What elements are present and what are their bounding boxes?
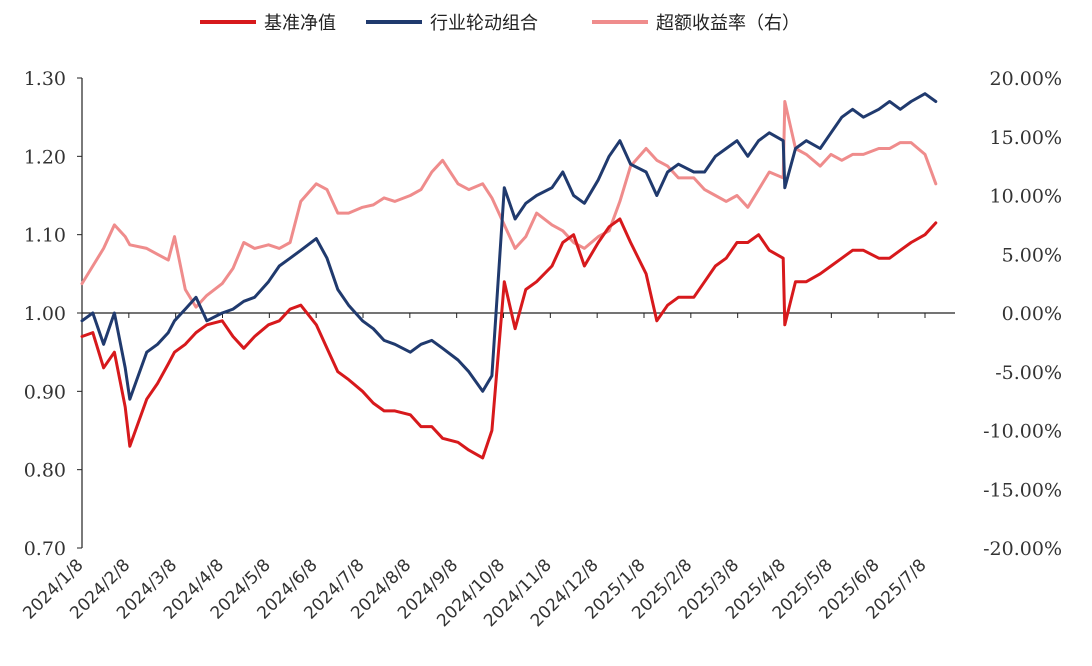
left-tick-label: 1.20 (24, 146, 66, 168)
right-tick-label: 10.00% (990, 186, 1062, 208)
legend-label: 基准净值 (264, 13, 336, 34)
right-tick-label: 0.00% (1002, 303, 1062, 325)
legend-entry: 基准净值 (200, 13, 336, 34)
legend: 基准净值 行业轮动组合 超额收益率（右） (200, 13, 800, 34)
left-y-axis: 0.70 0.80 0.90 1.00 1.10 1.20 1.30 (24, 68, 83, 560)
legend-entry: 行业轮动组合 (366, 13, 538, 34)
legend-label: 行业轮动组合 (430, 13, 538, 34)
right-y-axis: -20.00% -15.00% -10.00% -5.00% 0.00% 5.00% 10.… (983, 68, 1062, 560)
left-tick-label: 0.80 (24, 460, 66, 482)
series-line (80, 92, 938, 401)
legend-label: 超额收益率（右） (656, 13, 800, 34)
x-axis: 2024/1/82024/2/82024/3/82024/4/82024/5/8… (19, 312, 955, 631)
left-tick-label: 0.90 (24, 381, 66, 403)
plot-area (80, 92, 938, 460)
right-tick-label: 15.00% (990, 127, 1062, 149)
series-line (80, 100, 938, 309)
right-tick-label: -10.00% (983, 421, 1062, 443)
right-tick-label: 20.00% (990, 68, 1062, 90)
left-tick-label: 1.00 (24, 303, 66, 325)
right-tick-label: -15.00% (983, 479, 1062, 501)
legend-entry: 超额收益率（右） (592, 13, 800, 34)
left-tick-label: 1.30 (24, 68, 66, 90)
left-tick-label: 0.70 (24, 538, 66, 560)
right-tick-label: 5.00% (1002, 244, 1062, 266)
series-line (80, 217, 938, 460)
left-tick-label: 1.10 (24, 225, 66, 247)
right-tick-label: -5.00% (995, 362, 1062, 384)
right-tick-label: -20.00% (983, 538, 1062, 560)
